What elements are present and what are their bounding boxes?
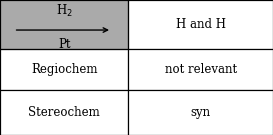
Bar [0,0,128,49]
Text: syn: syn [191,106,211,119]
Text: H and H: H and H [176,18,226,31]
Text: Stereochem: Stereochem [28,106,100,119]
Bar [128,49,273,90]
Text: not relevant: not relevant [165,63,237,76]
Bar [128,0,273,49]
Bar [0,0,128,49]
Text: Pt: Pt [58,38,70,51]
Text: H$_2$: H$_2$ [56,3,73,19]
Bar [128,90,273,135]
Bar [0,90,128,135]
Bar [0,49,128,90]
Text: Regiochem: Regiochem [31,63,97,76]
